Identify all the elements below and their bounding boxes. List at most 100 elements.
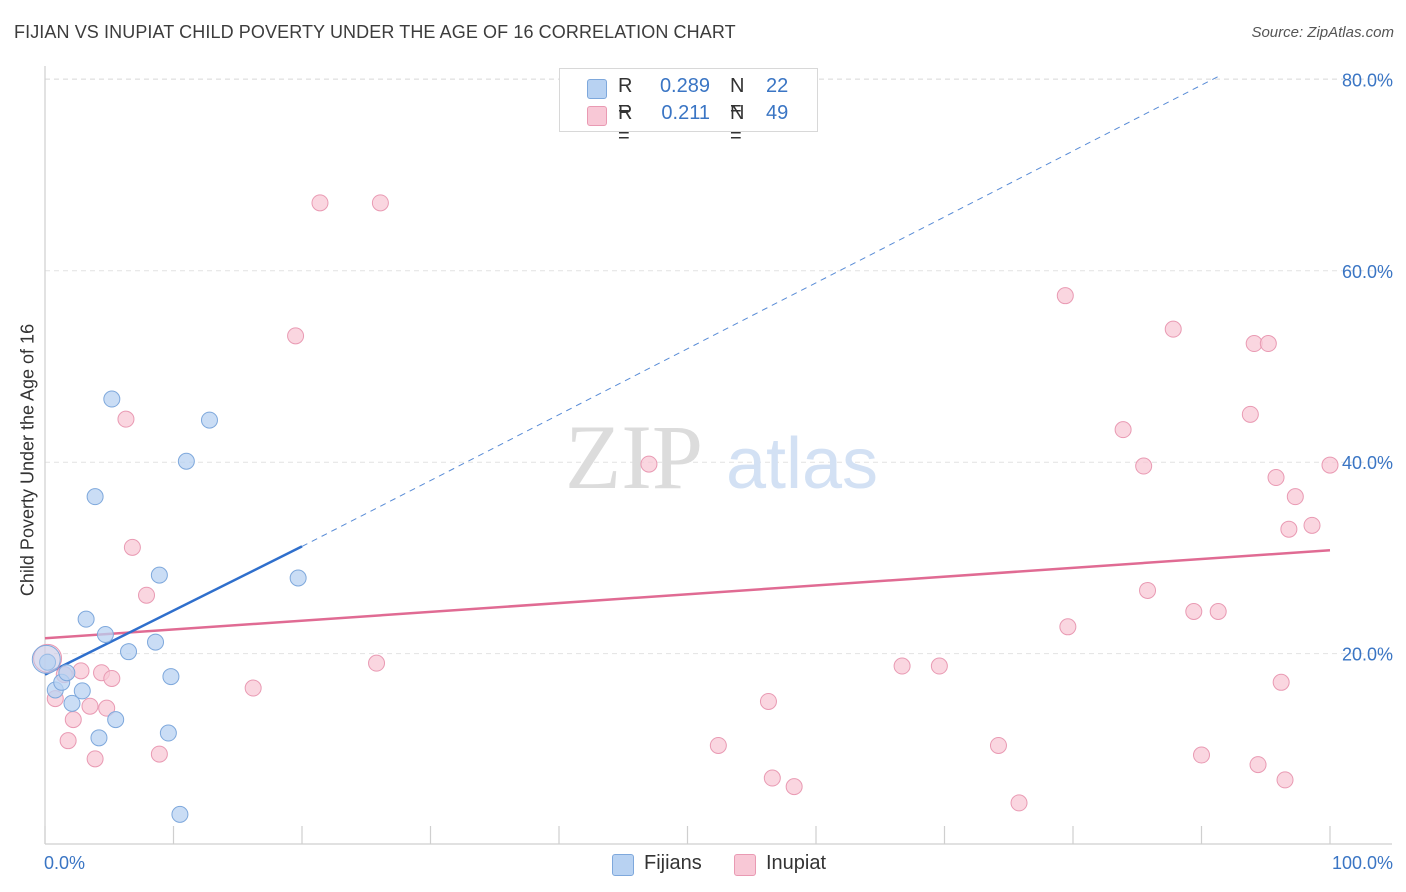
inupiat-point: [244, 679, 262, 697]
inupiat-point: [81, 697, 99, 715]
inupiat-point: [1135, 457, 1153, 475]
inupiat-legend-label: Inupiat: [766, 852, 827, 874]
inupiat-point: [1245, 335, 1263, 353]
x-tick-label-max: 100.0%: [1332, 853, 1393, 873]
fijians-point: [147, 633, 165, 651]
inupiat-n-value: 49: [766, 102, 789, 124]
fijians-point: [289, 569, 307, 587]
chart-title: FIJIAN VS INUPIAT CHILD POVERTY UNDER TH…: [14, 22, 736, 42]
inupiat-point: [1164, 320, 1182, 338]
inupiat-point: [1193, 746, 1210, 764]
inupiat-point: [893, 657, 911, 675]
fijians-points: [31, 390, 307, 823]
fijians-point: [31, 644, 61, 674]
fijians-point: [96, 625, 114, 643]
fijians-point: [159, 724, 177, 742]
inupiat-point: [117, 410, 135, 428]
inupiat-point: [368, 654, 386, 672]
inupiat-swatch: [587, 106, 607, 126]
inupiat-point: [1209, 602, 1227, 620]
y-tick-labels: 20.0% 40.0% 60.0% 80.0%: [1342, 70, 1393, 664]
inupiat-point: [1114, 421, 1132, 439]
y-tick-label: 40.0%: [1342, 453, 1393, 473]
fijians-point: [86, 488, 104, 506]
fijians-point: [177, 452, 195, 470]
inupiat-point: [785, 778, 803, 796]
fijians-swatch: [587, 79, 607, 99]
inupiat-point: [709, 736, 727, 754]
inupiat-point: [930, 657, 948, 675]
inupiat-point: [759, 692, 777, 710]
y-tick-label: 60.0%: [1342, 262, 1393, 282]
fijians-point: [58, 664, 76, 682]
inupiat-point: [1321, 456, 1339, 474]
inupiat-point: [1267, 469, 1285, 487]
y-tick-label: 80.0%: [1342, 70, 1393, 90]
inupiat-point: [72, 662, 90, 680]
fijians-trend-line: [44, 545, 303, 676]
inupiat-point: [150, 745, 168, 763]
inupiat-point: [64, 711, 82, 729]
fijians-legend-label: Fijians: [644, 852, 702, 874]
inupiat-point: [1303, 516, 1321, 534]
fijians-point: [120, 643, 138, 661]
inupiat-point: [287, 327, 305, 345]
inupiat-point: [59, 732, 77, 750]
fijians-r-value: 0.289: [659, 75, 710, 97]
inupiat-point: [123, 538, 141, 556]
fijians-r-label: R =: [618, 75, 633, 120]
gridlines: [45, 78, 1392, 655]
inupiat-point: [1241, 405, 1259, 423]
watermark-atlas: atlas: [726, 424, 878, 504]
x-tick-label-min: 0.0%: [44, 853, 85, 873]
inupiat-point: [98, 699, 116, 717]
fijians-point: [107, 711, 125, 729]
inupiat-n-label: N =: [730, 102, 745, 147]
fijians-trend-extension: [301, 76, 1219, 547]
inupiat-point: [1056, 287, 1074, 305]
inupiat-point: [1280, 520, 1298, 538]
inupiat-point: [1272, 673, 1290, 691]
fijians-point: [150, 566, 168, 584]
inupiat-r-label: R =: [618, 102, 633, 147]
inupiat-point: [763, 769, 781, 787]
correlation-legend: R = 0.289 N = 22 R = 0.211 N = 49: [559, 68, 818, 147]
y-axis-label: Child Poverty Under the Age of 16: [17, 323, 38, 597]
fijians-n-label: N =: [730, 75, 745, 120]
y-tick-label: 20.0%: [1342, 645, 1393, 665]
inupiat-point: [640, 455, 658, 473]
trend-lines: [44, 76, 1331, 676]
fijians-point: [39, 653, 57, 671]
fijians-point: [171, 805, 189, 823]
inupiat-point: [1249, 756, 1267, 774]
inupiat-point: [1185, 602, 1203, 620]
source-label: Source: ZipAtlas.com: [1251, 24, 1394, 41]
inupiat-point: [1259, 335, 1277, 353]
inupiat-legend-swatch: [734, 854, 756, 876]
inupiat-point: [1059, 618, 1077, 636]
fijians-point: [90, 729, 108, 747]
fijians-point: [103, 390, 121, 408]
inupiat-point: [103, 669, 121, 687]
inupiat-point: [311, 194, 329, 212]
fijians-point: [162, 668, 180, 686]
watermark-zip: ZIP: [565, 406, 703, 508]
fijians-point: [200, 411, 218, 429]
inupiat-point: [1286, 488, 1304, 506]
inupiat-r-value: 0.211: [661, 102, 710, 124]
inupiat-point: [138, 586, 156, 604]
fijians-point: [63, 694, 81, 712]
inupiat-point: [1139, 581, 1157, 599]
fijians-point: [77, 610, 95, 628]
inupiat-point: [989, 736, 1007, 754]
inupiat-point: [1276, 771, 1294, 789]
axes: [44, 66, 1392, 845]
inupiat-point: [1010, 794, 1028, 812]
fijians-point: [73, 682, 91, 700]
inupiat-point: [86, 750, 104, 768]
inupiat-point: [371, 194, 389, 212]
fijians-n-value: 22: [766, 75, 789, 97]
fijians-legend-swatch: [612, 854, 634, 876]
inupiat-trend-line: [44, 548, 1331, 640]
